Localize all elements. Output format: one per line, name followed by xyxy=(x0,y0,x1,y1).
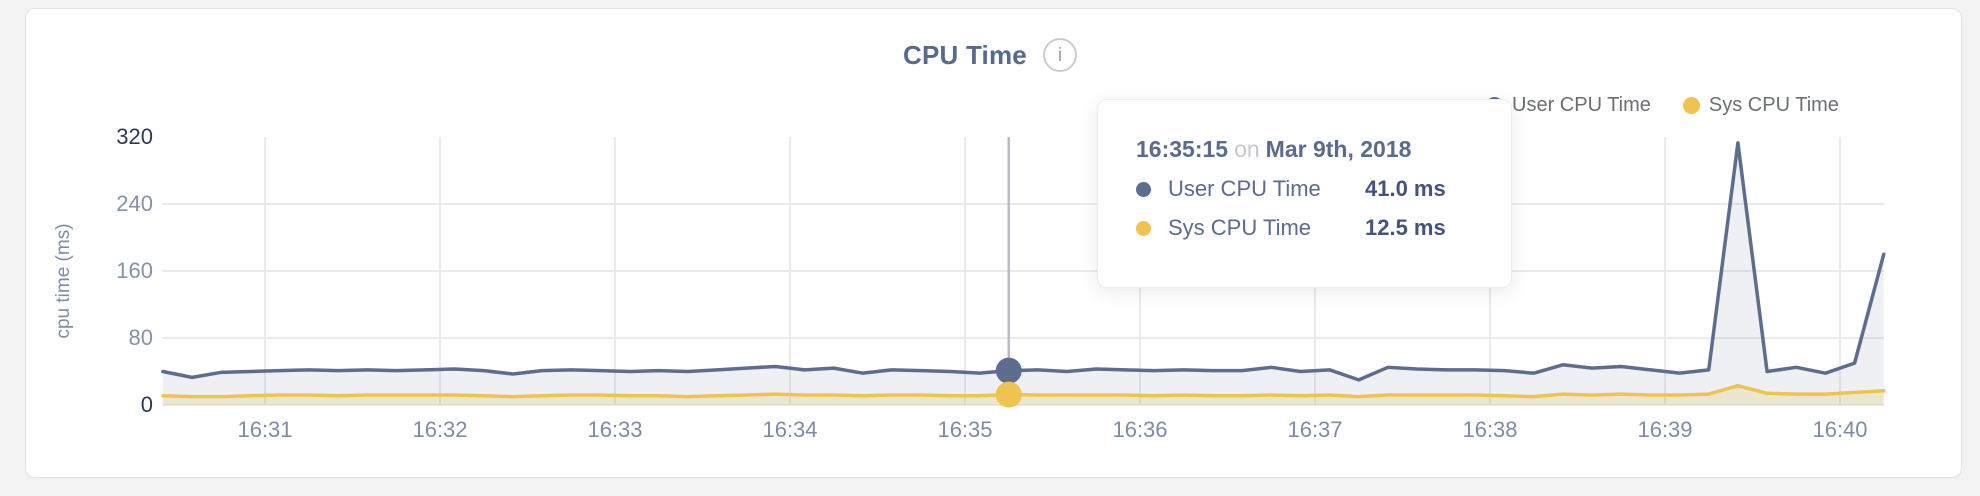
chart-title: CPU Time xyxy=(903,39,1027,70)
legend-label-sys: Sys CPU Time xyxy=(1708,94,1839,116)
tooltip-connector: on xyxy=(1234,136,1260,162)
sys-series-dot-icon xyxy=(1136,220,1151,236)
info-icon[interactable]: i xyxy=(1042,38,1077,72)
tooltip-row-sys: Sys CPU Time 12.5 ms xyxy=(1136,215,1511,241)
sys-series-dot-icon xyxy=(1682,97,1700,114)
tooltip-sys-label: Sys CPU Time xyxy=(1168,215,1312,240)
user-series-dot-icon xyxy=(1136,181,1151,197)
tooltip-timestamp: 16:35:15 on Mar 9th, 2018 xyxy=(1136,136,1511,163)
tooltip-sys-value: 12.5 ms xyxy=(1365,215,1446,240)
hover-point[interactable] xyxy=(995,357,1022,384)
chart-tooltip: 16:35:15 on Mar 9th, 2018 User CPU Time 41… xyxy=(1097,99,1512,288)
chart-legend: User CPU Time Sys CPU Time xyxy=(1486,94,1839,117)
chart-header: CPU Time i xyxy=(0,38,1980,72)
tooltip-row-user: User CPU Time 41.0 ms xyxy=(1136,176,1511,202)
hover-point[interactable] xyxy=(995,381,1022,408)
tooltip-time: 16:35:15 xyxy=(1136,136,1229,162)
series-line xyxy=(161,383,1886,399)
tooltip-user-label: User CPU Time xyxy=(1168,176,1321,201)
info-icon-glyph: i xyxy=(1057,44,1063,66)
legend-item-sys[interactable]: Sys CPU Time xyxy=(1682,94,1839,117)
y-axis-label: cpu time (ms) xyxy=(53,223,74,339)
cpu-time-chart-card xyxy=(25,8,1962,478)
series-line xyxy=(161,141,1886,382)
tooltip-user-value: 41.0 ms xyxy=(1365,176,1446,201)
legend-label-user: User CPU Time xyxy=(1512,94,1651,116)
series-area xyxy=(162,142,1884,406)
tooltip-date: Mar 9th, 2018 xyxy=(1265,136,1412,162)
